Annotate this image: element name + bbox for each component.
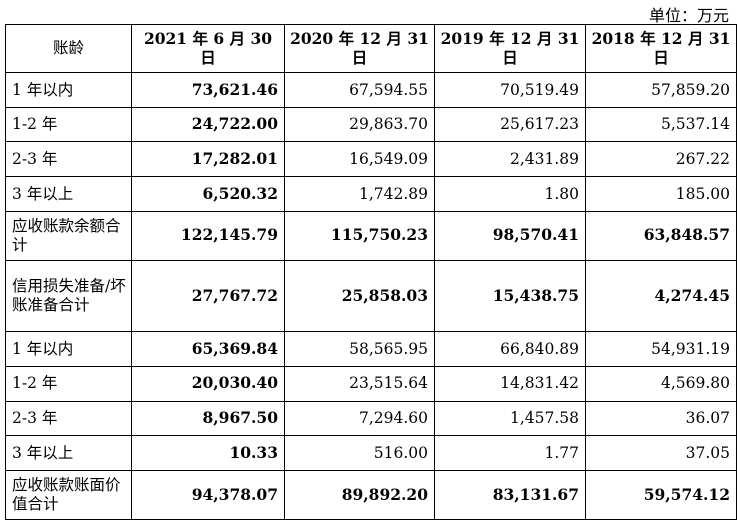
row-label: 信用损失准备/坏账准备合计 [5, 259, 132, 333]
cell-value: 16,549.09 [284, 141, 435, 178]
cell-value: 57,859.20 [585, 72, 737, 108]
cell-value: 73,621.46 [131, 72, 285, 108]
cell-value: 27,767.72 [131, 259, 285, 333]
table-row-subtotal: 信用损失准备/坏账准备合计 27,767.72 25,858.03 15,438… [5, 259, 737, 333]
table-row: 1-2 年 24,722.00 29,863.70 25,617.23 5,53… [5, 106, 737, 143]
cell-value: 1,457.58 [434, 400, 586, 437]
header-2018-12-31: 2018 年 12 月 31 日 [585, 24, 737, 73]
cell-value: 516.00 [284, 435, 435, 471]
row-label: 2-3 年 [5, 141, 132, 178]
cell-value: 36.07 [585, 400, 737, 437]
cell-value: 89,892.20 [284, 469, 435, 521]
cell-value: 67,594.55 [284, 72, 435, 108]
cell-value: 6,520.32 [131, 176, 285, 212]
table-row: 2-3 年 17,282.01 16,549.09 2,431.89 267.2… [5, 141, 737, 178]
cell-value: 54,931.19 [585, 331, 737, 367]
row-label: 3 年以上 [5, 435, 132, 471]
table-row: 1-2 年 20,030.40 23,515.64 14,831.42 4,56… [5, 365, 737, 402]
cell-value: 23,515.64 [284, 365, 435, 402]
header-2020-12-31: 2020 年 12 月 31 日 [284, 24, 435, 73]
cell-value: 14,831.42 [434, 365, 586, 402]
table-row: 1 年以内 73,621.46 67,594.55 70,519.49 57,8… [5, 72, 737, 108]
aging-table: 账龄 2021 年 6 月 30 日 2020 年 12 月 31 日 2019… [5, 24, 737, 521]
cell-value: 115,750.23 [284, 210, 435, 261]
row-label: 应收账款账面价值合计 [5, 469, 132, 521]
cell-value: 8,967.50 [131, 400, 285, 437]
cell-value: 7,294.60 [284, 400, 435, 437]
table-row-total: 应收账款账面价值合计 94,378.07 89,892.20 83,131.67… [5, 469, 737, 521]
cell-value: 5,537.14 [585, 106, 737, 143]
row-label: 1-2 年 [5, 106, 132, 143]
cell-value: 63,848.57 [585, 210, 737, 261]
row-label: 1 年以内 [5, 331, 132, 367]
cell-value: 24,722.00 [131, 106, 285, 143]
header-2021-06-30: 2021 年 6 月 30 日 [131, 24, 285, 73]
unit-label: 单位：万元 [648, 6, 729, 25]
cell-value: 1.80 [434, 176, 586, 212]
cell-value: 4,569.80 [585, 365, 737, 402]
table-row: 3 年以上 6,520.32 1,742.89 1.80 185.00 [5, 176, 737, 212]
cell-value: 25,617.23 [434, 106, 586, 143]
cell-value: 29,863.70 [284, 106, 435, 143]
cell-value: 65,369.84 [131, 331, 285, 367]
cell-value: 1,742.89 [284, 176, 435, 212]
cell-value: 122,145.79 [131, 210, 285, 261]
table-row: 3 年以上 10.33 516.00 1.77 37.05 [5, 435, 737, 471]
header-aging: 账龄 [5, 24, 132, 73]
cell-value: 20,030.40 [131, 365, 285, 402]
cell-value: 15,438.75 [434, 259, 586, 333]
cell-value: 1.77 [434, 435, 586, 471]
cell-value: 83,131.67 [434, 469, 586, 521]
cell-value: 2,431.89 [434, 141, 586, 178]
cell-value: 4,274.45 [585, 259, 737, 333]
cell-value: 98,570.41 [434, 210, 586, 261]
table-row-subtotal: 应收账款余额合计 122,145.79 115,750.23 98,570.41… [5, 210, 737, 261]
cell-value: 17,282.01 [131, 141, 285, 178]
cell-value: 37.05 [585, 435, 737, 471]
cell-value: 59,574.12 [585, 469, 737, 521]
row-label: 2-3 年 [5, 400, 132, 437]
header-2019-12-31: 2019 年 12 月 31 日 [434, 24, 586, 73]
row-label: 1-2 年 [5, 365, 132, 402]
cell-value: 66,840.89 [434, 331, 586, 367]
cell-value: 70,519.49 [434, 72, 586, 108]
row-label: 应收账款余额合计 [5, 210, 132, 261]
row-label: 3 年以上 [5, 176, 132, 212]
table-row: 2-3 年 8,967.50 7,294.60 1,457.58 36.07 [5, 400, 737, 437]
cell-value: 25,858.03 [284, 259, 435, 333]
cell-value: 94,378.07 [131, 469, 285, 521]
cell-value: 10.33 [131, 435, 285, 471]
header-row: 账龄 2021 年 6 月 30 日 2020 年 12 月 31 日 2019… [5, 24, 737, 73]
cell-value: 185.00 [585, 176, 737, 212]
cell-value: 267.22 [585, 141, 737, 178]
table-row: 1 年以内 65,369.84 58,565.95 66,840.89 54,9… [5, 331, 737, 367]
cell-value: 58,565.95 [284, 331, 435, 367]
row-label: 1 年以内 [5, 72, 132, 108]
